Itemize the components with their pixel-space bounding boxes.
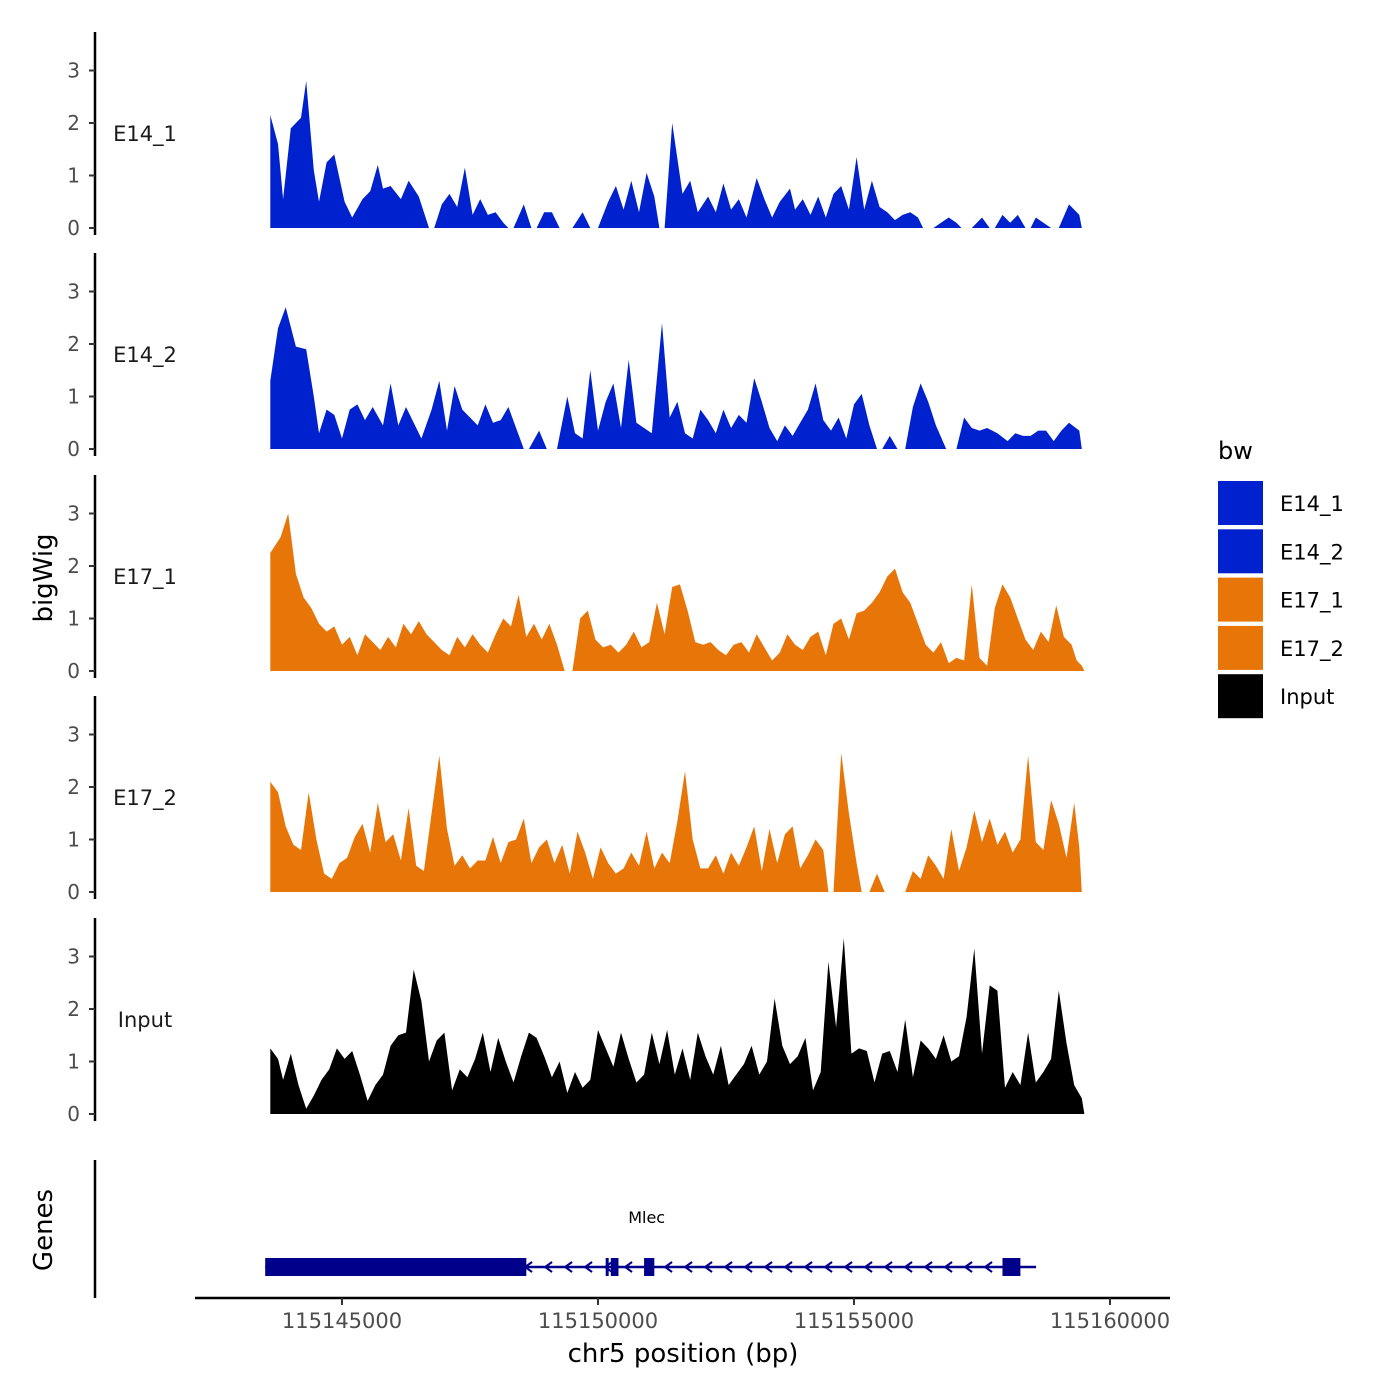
y-tick-label: 3 xyxy=(67,723,80,747)
track-panel-e17-2: 0 1 2 3 E17_2 xyxy=(67,696,1082,904)
y-tick-label: 0 xyxy=(67,880,80,904)
strand-chevron xyxy=(663,1261,673,1273)
x-tick-label: 115145000 xyxy=(282,1309,402,1333)
x-axis-title: chr5 position (bp) xyxy=(568,1339,799,1369)
legend-label-e17-2: E17_2 xyxy=(1280,637,1344,662)
strand-chevron xyxy=(703,1261,713,1273)
coverage-area-input xyxy=(270,938,1085,1114)
y-tick-label: 1 xyxy=(67,385,80,409)
strand-chevron xyxy=(563,1261,573,1273)
strand-chevron xyxy=(983,1261,993,1273)
strand-chevron xyxy=(803,1261,813,1273)
x-tick-label: 115160000 xyxy=(1050,1309,1170,1333)
y-tick-label: 3 xyxy=(67,59,80,83)
y-tick-label: 2 xyxy=(67,111,80,135)
track-panel-e14-2: 0 1 2 3 E14_2 xyxy=(67,253,1082,461)
strand-chevron xyxy=(543,1261,553,1273)
y-tick-label: 1 xyxy=(67,164,80,188)
legend-label-e14-2: E14_2 xyxy=(1280,540,1344,565)
strand-chevron xyxy=(603,1261,613,1273)
legend-swatch-e14-1 xyxy=(1218,481,1263,525)
gene-exon xyxy=(605,1258,609,1276)
gene-exon xyxy=(265,1258,527,1276)
y-tick-label: 2 xyxy=(67,332,80,356)
strand-chevron xyxy=(923,1261,933,1273)
y-tick-label: 0 xyxy=(67,1102,80,1126)
strand-chevron xyxy=(843,1261,853,1273)
strand-chevron xyxy=(963,1261,973,1273)
strand-chevron xyxy=(763,1261,773,1273)
genes-panel: Mlec xyxy=(93,1160,1037,1298)
track-panels: 0 1 2 3 E14_1 0 1 2 3 E14_2 0 1 2 3 E17_1 0 1 2 3 E17_2 0 1 2 3… xyxy=(67,32,1085,1126)
y-tick-label: 2 xyxy=(67,554,80,578)
legend-swatch-input xyxy=(1218,674,1263,719)
gene-exon xyxy=(610,1258,619,1276)
y-tick-label: 0 xyxy=(67,437,80,461)
legend-swatch-e14-2 xyxy=(1218,529,1263,574)
x-axis: 115145000 115150000 115155000 115160000 xyxy=(195,1296,1170,1333)
y-tick-label: 2 xyxy=(67,997,80,1021)
strand-chevron xyxy=(883,1261,893,1273)
x-tick-label: 115150000 xyxy=(538,1309,658,1333)
legend-label-e14-1: E14_1 xyxy=(1280,492,1344,517)
gene-exon xyxy=(1002,1258,1021,1276)
strand-chevron xyxy=(943,1261,953,1273)
track-panel-input: 0 1 2 3 Input xyxy=(67,918,1085,1126)
legend-swatch-e17-2 xyxy=(1218,625,1263,670)
strand-chevron xyxy=(623,1261,633,1273)
gene-name-label: Mlec xyxy=(628,1208,665,1227)
legend-swatch-e17-1 xyxy=(1218,577,1263,622)
strand-chevron xyxy=(823,1261,833,1273)
strand-chevron xyxy=(903,1261,913,1273)
y-tick-label: 0 xyxy=(67,216,80,240)
strand-chevron xyxy=(723,1261,733,1273)
y-tick-label: 0 xyxy=(67,659,80,683)
coverage-area-e17-2 xyxy=(270,752,1082,892)
track-panel-e14-1: 0 1 2 3 E14_1 xyxy=(67,32,1082,240)
legend: bw E14_1 E14_2 E17_1 E17_2 Input xyxy=(1218,437,1344,719)
y-tick-label: 3 xyxy=(67,945,80,969)
gene-exon xyxy=(644,1258,655,1276)
legend-label-e17-1: E17_1 xyxy=(1280,589,1344,614)
strand-chevron xyxy=(683,1261,693,1273)
strand-chevron xyxy=(783,1261,793,1273)
y-tick-label: 1 xyxy=(67,607,80,631)
track-label: E14_2 xyxy=(113,343,177,368)
strand-chevron xyxy=(743,1261,753,1273)
y-tick-label: 3 xyxy=(67,502,80,526)
coverage-area-e17-1 xyxy=(270,513,1085,671)
track-panel-e17-1: 0 1 2 3 E17_1 xyxy=(67,475,1085,683)
y-axis-title: bigWig xyxy=(29,533,59,622)
legend-title: bw xyxy=(1218,437,1253,465)
y-tick-label: 1 xyxy=(67,1050,80,1074)
x-tick-label: 115155000 xyxy=(794,1309,914,1333)
track-label: E17_1 xyxy=(113,565,177,590)
coverage-area-e14-1 xyxy=(270,81,1082,228)
track-label: E14_1 xyxy=(113,122,177,147)
y-tick-label: 2 xyxy=(67,775,80,799)
genes-axis-title: Genes xyxy=(29,1189,59,1271)
strand-chevron xyxy=(583,1261,593,1273)
legend-label-input: Input xyxy=(1280,685,1334,709)
strand-chevron xyxy=(863,1261,873,1273)
y-tick-label: 3 xyxy=(67,280,80,304)
coverage-area-e14-2 xyxy=(270,307,1082,449)
track-label: Input xyxy=(118,1008,172,1032)
y-tick-label: 1 xyxy=(67,828,80,852)
track-label: E17_2 xyxy=(113,786,177,811)
